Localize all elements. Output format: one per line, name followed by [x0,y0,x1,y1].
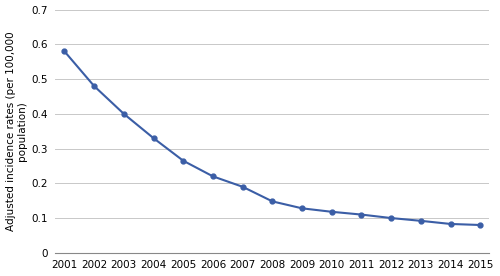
Y-axis label: Adjusted incidence rates (per 100,000
population): Adjusted incidence rates (per 100,000 po… [6,31,27,231]
